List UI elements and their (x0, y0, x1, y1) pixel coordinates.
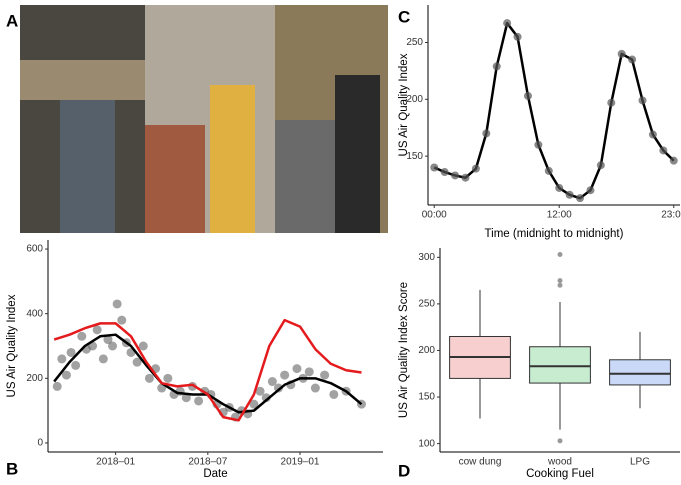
photo-wall (275, 120, 335, 233)
point (461, 173, 470, 182)
smooth-line (53, 318, 362, 422)
point (255, 386, 265, 396)
point (492, 62, 501, 71)
panel-label: B (6, 459, 18, 478)
x-tick-label: 2018–07 (188, 457, 227, 468)
point (607, 98, 616, 107)
photo-person (210, 85, 255, 233)
point (117, 315, 127, 325)
y-tick-label: 250 (418, 299, 435, 310)
panel-label: C (398, 7, 410, 26)
box (609, 359, 671, 386)
photo-bricks (145, 125, 205, 233)
x-tick-label: LPG (630, 457, 650, 468)
point (586, 186, 595, 195)
photos (20, 5, 388, 233)
point (482, 129, 491, 138)
y-tick-label: 0 (37, 438, 43, 449)
point (310, 383, 320, 393)
point (320, 370, 330, 380)
smooth-line (53, 333, 363, 414)
point (628, 55, 637, 64)
point (534, 140, 543, 149)
photo-detail (20, 60, 145, 100)
outlier (557, 252, 563, 258)
point (503, 19, 512, 28)
point (440, 168, 449, 177)
y-tick-label: 200 (406, 94, 423, 105)
box (529, 346, 591, 384)
point (659, 146, 668, 155)
x-tick-label: 12:00 (547, 210, 572, 221)
point (513, 32, 522, 41)
line (433, 21, 675, 200)
y-axis-title: US Air Quality Index (398, 53, 410, 156)
point (596, 161, 605, 170)
x-axis-title: Cooking Fuel (526, 468, 594, 480)
point (304, 367, 314, 377)
point (648, 130, 657, 139)
y-tick-label: 300 (418, 252, 435, 263)
y-tick-label: 200 (418, 345, 435, 356)
x-tick-label: 00:00 (422, 210, 447, 221)
point (451, 171, 460, 180)
x-axis-title: Time (midnight to midnight) (485, 228, 624, 240)
point (132, 357, 142, 367)
y-tick-label: 600 (26, 244, 43, 255)
point (471, 164, 480, 173)
point (163, 373, 173, 383)
point (249, 399, 259, 409)
point (617, 49, 626, 58)
outlier (557, 278, 563, 284)
x-tick-label: 23:00 (661, 210, 681, 221)
point (638, 96, 647, 105)
outlier (557, 282, 563, 288)
point (61, 370, 71, 380)
y-axis-title: US Air Quality Index Score (398, 282, 410, 418)
point (108, 341, 118, 351)
y-tick-label: 150 (418, 392, 435, 403)
y-tick-label: 100 (418, 438, 435, 449)
point (66, 347, 76, 357)
y-tick-label: 150 (406, 151, 423, 162)
point (523, 91, 532, 100)
outlier (557, 438, 563, 444)
x-tick-label: wood (547, 457, 572, 468)
point (71, 360, 81, 370)
point (280, 370, 290, 380)
x-tick-label: 2018–01 (96, 457, 135, 468)
point (292, 364, 302, 374)
point (430, 163, 439, 172)
y-axis-title: US Air Quality Index (6, 294, 18, 397)
point (181, 393, 191, 403)
point (98, 354, 108, 364)
point (103, 335, 113, 345)
y-tick-label: 400 (26, 308, 43, 319)
point (544, 166, 553, 175)
point (576, 194, 585, 203)
point (329, 389, 339, 399)
point (555, 183, 564, 192)
point (144, 373, 154, 383)
point (77, 331, 87, 341)
point (669, 156, 678, 165)
photo-person (335, 75, 380, 233)
panel-label: A (6, 11, 18, 30)
x-tick-label: cow dung (459, 457, 502, 468)
point (52, 381, 62, 391)
point (138, 341, 148, 351)
photo-person (60, 100, 115, 233)
point (565, 190, 574, 199)
y-tick-label: 250 (406, 37, 423, 48)
point (57, 354, 67, 364)
panel-label: D (398, 461, 410, 480)
point (92, 325, 102, 335)
point (112, 299, 122, 309)
x-axis-title: Date (203, 468, 227, 480)
x-tick-label: 2019–01 (281, 457, 320, 468)
point (267, 377, 277, 387)
y-tick-label: 200 (26, 373, 43, 384)
point (194, 396, 204, 406)
